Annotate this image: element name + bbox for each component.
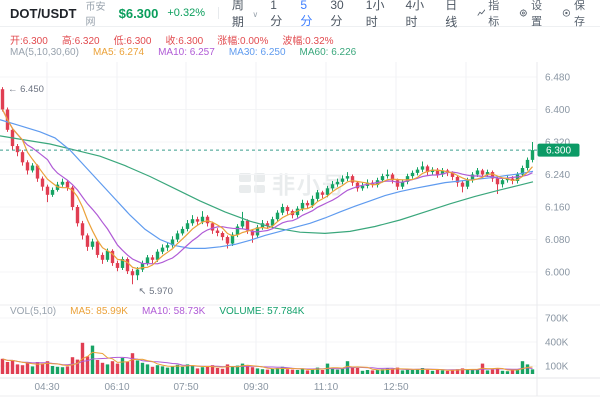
axis-label: 400K: [545, 338, 569, 349]
axis-labels: 6.480 6.400 6.320 6.240 6.160 6.080 6.000 700K 4…: [34, 73, 570, 394]
price-change: +0.32%: [167, 7, 205, 19]
axis-label: 6.080: [545, 235, 570, 246]
close-value: 6.300: [178, 36, 204, 47]
settings-button[interactable]: 设置: [519, 0, 547, 29]
tab-daily[interactable]: 日线: [445, 0, 458, 29]
toolbar: DOT/USDT 币安网 $6.300 +0.32% 周期 ∨ 1分 5分 30…: [0, 0, 600, 30]
chevron-down-icon: ∨: [252, 9, 259, 19]
tab-1min[interactable]: 1分: [270, 0, 283, 28]
ma5-line: [1, 109, 533, 270]
amplitude-label: 波幅:: [282, 36, 306, 47]
last-price: $6.300: [118, 5, 159, 21]
tab-5min[interactable]: 5分: [300, 0, 313, 28]
save-button[interactable]: 保存: [562, 0, 590, 29]
axis-label: 06:10: [104, 382, 129, 393]
toolbar-right: 指标 设置 保存: [476, 0, 591, 29]
axis-label: 12:50: [383, 382, 408, 393]
ma60-value: 6.226: [331, 47, 357, 58]
ma30-value: 6.250: [260, 47, 286, 58]
current-price-tag: [537, 143, 580, 157]
axis-label: 6.320: [545, 138, 570, 149]
tab-1hour[interactable]: 1小时: [365, 0, 385, 29]
low-annotation: ↖ 5.970: [139, 286, 173, 297]
symbol-pair: DOT/USDT: [10, 5, 77, 21]
save-icon: [562, 9, 571, 17]
axis-label: 11:10: [314, 382, 339, 393]
axis-label: 6.300: [546, 146, 571, 157]
high-value: 6.320: [74, 36, 100, 47]
vol-ma10-value: 58.73K: [173, 306, 206, 317]
volume-label: VOLUME:: [219, 306, 265, 317]
volume-value: 57.784K: [267, 306, 305, 317]
period-label: 周期: [231, 0, 244, 29]
tab-4hour[interactable]: 4小时: [405, 0, 425, 29]
high-annotation: ← 6.450: [8, 84, 44, 95]
ma-title: MA(5,10,30,60): [10, 47, 79, 58]
ma60-label: MA60:: [299, 47, 329, 58]
axis-label: 6.400: [545, 105, 570, 116]
axis-label: 700K: [545, 314, 569, 325]
axis-label: 6.160: [545, 203, 570, 214]
ma-lines: [0, 109, 534, 371]
vol-title: VOL(5,10): [10, 306, 57, 317]
vol-ma10-label: MA10:: [141, 306, 171, 317]
ma10-label: MA10:: [158, 47, 187, 58]
high-label: 高:: [61, 36, 75, 47]
ma10-value: 6.257: [189, 47, 215, 58]
ma5-value: 6.274: [119, 47, 145, 58]
low-label: 低:: [113, 36, 127, 47]
axis-label: 6.480: [545, 73, 570, 84]
grid-lines: [0, 62, 600, 397]
divider: [218, 7, 219, 19]
axis-label: 6.000: [545, 268, 570, 279]
ma10-line: [1, 109, 533, 265]
ma60-line: [0, 135, 534, 235]
axis-label: 09:30: [243, 382, 268, 393]
overlays: 6.300 ← 6.450 ↖ 5.970: [0, 84, 580, 297]
axis-label: 04:30: [34, 382, 59, 393]
indicator-button[interactable]: 指标: [476, 0, 505, 29]
axis-label: 07:50: [173, 382, 198, 393]
ohlc-readout: 开:6.300 高:6.320 低:6.300 收:6.300 涨幅:0.00%…: [10, 32, 334, 47]
watermark: 非小号: [238, 166, 347, 200]
low-value: 6.300: [126, 36, 152, 47]
axis-label: 100K: [545, 362, 569, 373]
ma5-label: MA5:: [92, 47, 117, 58]
volume-readout: VOL(5,10) MA5: 85.99K MA10: 58.73K VOLUM…: [10, 306, 304, 317]
ma30-line: [0, 119, 534, 249]
open-value: 6.300: [22, 36, 48, 47]
change-pct-label: 涨幅:: [217, 36, 241, 47]
axis-label: 6.240: [545, 170, 570, 181]
tab-30min[interactable]: 30分: [330, 0, 344, 28]
ma30-label: MA30:: [228, 47, 258, 58]
exchange-label: 币安网: [85, 2, 106, 28]
close-label: 收:: [165, 36, 179, 47]
amplitude-value: 0.32%: [305, 36, 334, 47]
vol-ma5-value: 85.99K: [96, 306, 128, 317]
period-dropdown[interactable]: 周期 ∨: [232, 0, 258, 30]
line-chart-icon: [476, 9, 485, 16]
vol-ma5-line: [2, 351, 533, 371]
ma-readout: MA(5,10,30,60) MA5: 6.274 MA10: 6.257 MA…: [10, 47, 356, 58]
candles: [0, 87, 535, 285]
watermark-logo-icon: [239, 173, 265, 193]
open-label: 开:: [10, 36, 23, 47]
change-pct-value: 0.00%: [240, 36, 269, 47]
gear-icon: [520, 9, 528, 17]
vol-ma5-label: MA5:: [70, 306, 94, 317]
